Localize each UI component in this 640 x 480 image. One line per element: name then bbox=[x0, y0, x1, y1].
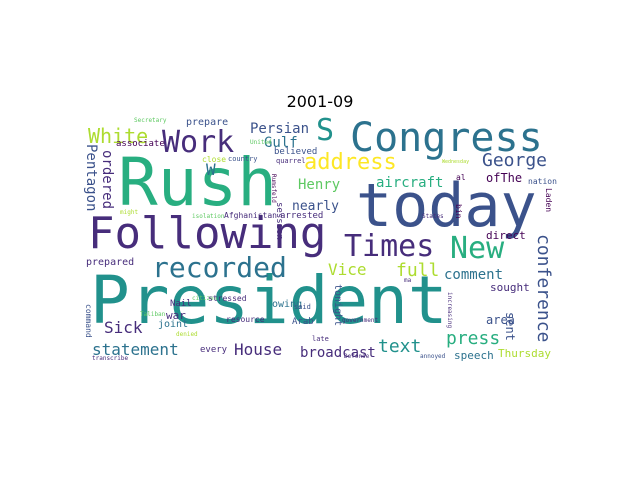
word-statement: statement bbox=[92, 340, 179, 359]
word-comment: comment bbox=[444, 267, 504, 283]
word-ma: ma bbox=[404, 277, 412, 284]
word-stressed: stressed bbox=[208, 294, 247, 303]
word-white: White bbox=[88, 124, 149, 148]
word-thursday: Thursday bbox=[498, 347, 551, 360]
word-recorded: recorded bbox=[152, 251, 287, 284]
word-w: W bbox=[206, 160, 216, 179]
word-prepared: prepared bbox=[86, 257, 135, 268]
word-defense: Defense bbox=[344, 353, 370, 360]
word-ordered: ordered bbox=[99, 150, 115, 210]
word-said: said bbox=[294, 303, 311, 311]
word-quarrel: quarrel bbox=[276, 157, 306, 165]
word-henry: Henry bbox=[298, 177, 341, 193]
word-aircraft: aircraft bbox=[376, 175, 444, 191]
word-arrested: arrested bbox=[280, 211, 324, 221]
word-sick: Sick bbox=[104, 318, 143, 337]
word-afghanistan: Afghanistan bbox=[224, 211, 277, 220]
word-command: command bbox=[84, 304, 93, 338]
word-war: war bbox=[166, 309, 186, 322]
word-president: President bbox=[90, 262, 448, 339]
word-broadcast: broadcast bbox=[300, 345, 376, 361]
word-prepare: prepare bbox=[186, 117, 229, 128]
word-government: government bbox=[342, 317, 379, 324]
word-rush: Rush bbox=[118, 144, 277, 221]
word-bin: bin bbox=[454, 204, 463, 219]
word-gulf: Gulf bbox=[264, 135, 298, 151]
word-ofthe: ofThe bbox=[486, 171, 523, 185]
word-nation: nation bbox=[528, 177, 557, 186]
figure-title: 2001-09 bbox=[286, 92, 354, 111]
word-states: States bbox=[422, 213, 444, 220]
word-vice: Vice bbox=[328, 260, 367, 279]
word-sent: sent bbox=[503, 312, 517, 341]
word-rumsfeld: Rumsfeld bbox=[270, 174, 277, 203]
word-press: press bbox=[446, 328, 501, 349]
word-associate: associate bbox=[116, 139, 165, 149]
word-times: Times bbox=[344, 229, 435, 264]
word-annoyed: annoyed bbox=[420, 353, 446, 360]
word-persian: Persian bbox=[250, 121, 310, 137]
word-sought: sought bbox=[490, 281, 530, 294]
word-close: close bbox=[202, 155, 227, 164]
word-every: every bbox=[200, 345, 228, 355]
word-arab: Arab bbox=[292, 317, 314, 327]
word-speech: speech bbox=[454, 349, 494, 362]
word-al: al bbox=[456, 173, 466, 182]
word-address: address bbox=[304, 150, 397, 175]
word-tonight: tonight bbox=[332, 284, 343, 327]
word-george: George bbox=[482, 150, 548, 171]
word-nail: Nail bbox=[170, 299, 192, 309]
word-nearly: nearly bbox=[292, 199, 339, 214]
word-transcribe: transcribe bbox=[92, 355, 129, 362]
word-joint: joint bbox=[158, 319, 189, 330]
word-new: New bbox=[450, 231, 505, 266]
word-today: today bbox=[356, 171, 537, 241]
word-conference: conference bbox=[533, 234, 554, 343]
word-resource: resource bbox=[226, 315, 265, 324]
word-congress: Congress bbox=[350, 116, 543, 161]
word-house: House bbox=[234, 340, 283, 359]
word-text: text bbox=[378, 336, 422, 357]
word-area: area bbox=[486, 313, 515, 327]
word-laden: Laden bbox=[544, 188, 553, 213]
word-pentagon: Pentagon bbox=[83, 144, 99, 212]
word-increasing: increasing bbox=[446, 292, 453, 329]
word-might: might bbox=[120, 209, 139, 216]
word-isolation: isolation bbox=[192, 213, 225, 220]
word-secretary: Secretary bbox=[134, 117, 167, 124]
word-full: full bbox=[396, 260, 440, 281]
word-wednesday: Wednesday bbox=[442, 159, 470, 165]
word-owing: owing bbox=[272, 299, 303, 310]
word-s: S bbox=[316, 116, 335, 148]
word-country: country bbox=[228, 155, 258, 163]
word-taliban: Taliban bbox=[140, 311, 166, 318]
word-united: United bbox=[250, 139, 272, 146]
word-citizen: citizen bbox=[192, 295, 218, 302]
word-following: Following bbox=[88, 208, 327, 259]
word-work: Work bbox=[162, 125, 235, 160]
word-direct: direct bbox=[486, 229, 526, 242]
word-session: session bbox=[274, 202, 284, 240]
word-believed: believed bbox=[274, 147, 318, 157]
word-denied: denied bbox=[176, 331, 198, 338]
word-cloud: President Rush today Following Congress … bbox=[82, 116, 558, 364]
word-late: late bbox=[312, 335, 329, 343]
